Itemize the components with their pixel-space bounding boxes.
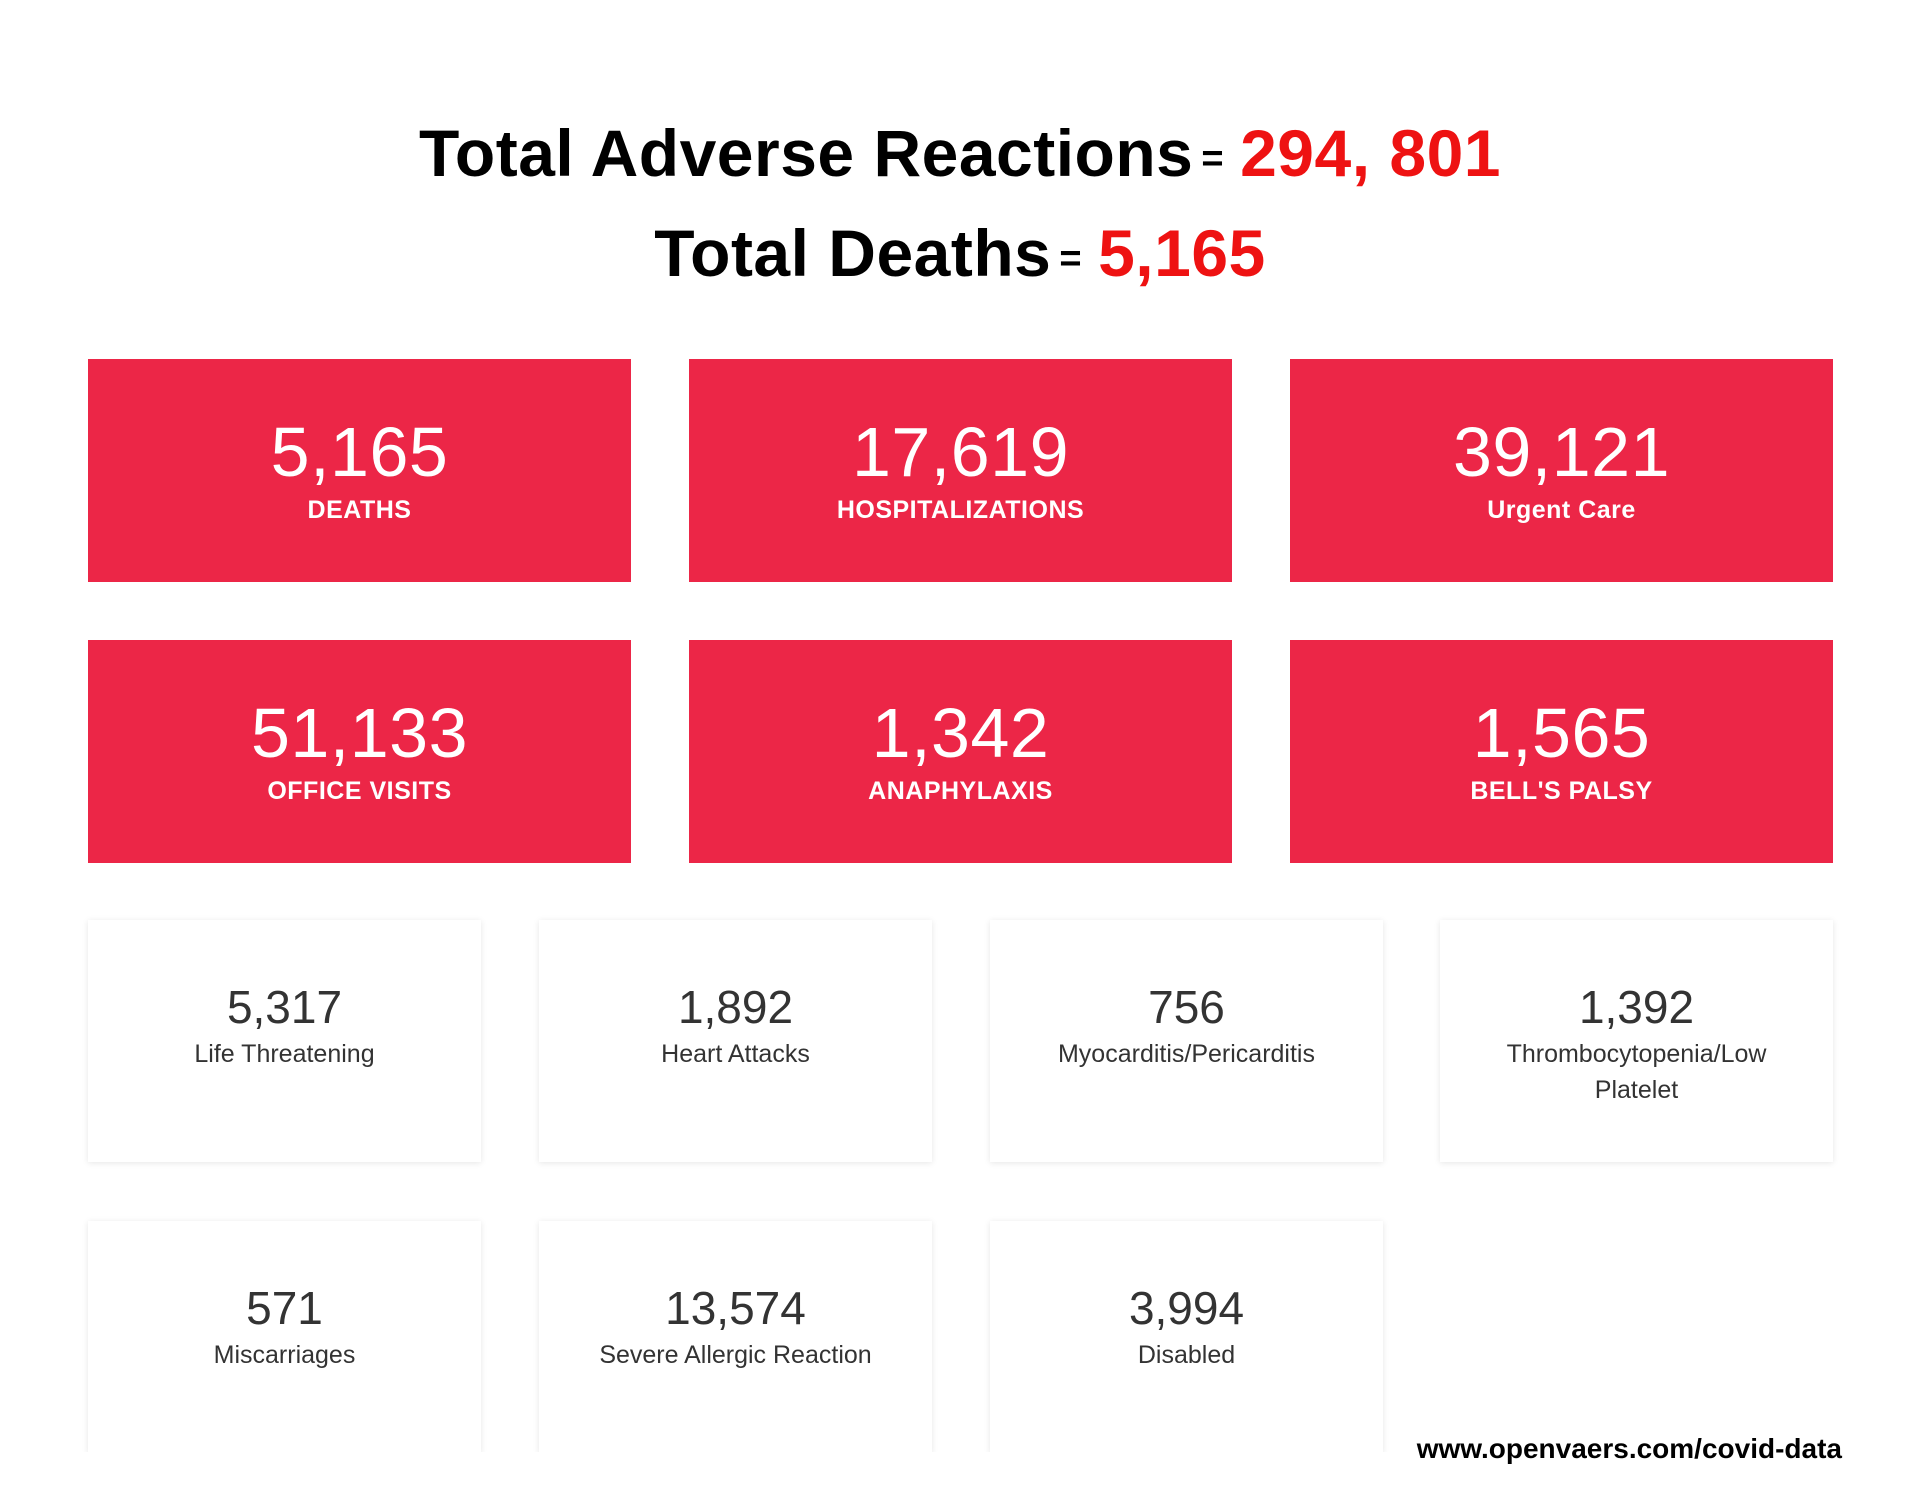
stat-label: Disabled: [1137, 1341, 1236, 1369]
stat-value: 17,619: [851, 413, 1070, 491]
stat-label: DEATHS: [307, 496, 412, 524]
stat-label: OFFICE VISITS: [267, 777, 452, 805]
headline-equals: =: [1201, 137, 1225, 180]
stat-card-hospitalizations: 17,619 HOSPITALIZATIONS: [689, 359, 1232, 582]
source-url: www.openvaers.com/covid-data: [1416, 1433, 1842, 1464]
stat-label: Myocarditis/Pericarditis: [1057, 1040, 1315, 1068]
stat-label: Miscarriages: [213, 1341, 356, 1369]
stat-value: 3,994: [1128, 1282, 1245, 1334]
stat-label: Thrombocytopenia/Low Platelet: [1506, 1040, 1767, 1104]
stat-card-life-threatening: 5,317 Life Threatening: [88, 920, 481, 1162]
headline-value: 294, 801: [1240, 116, 1502, 190]
stat-value: 571: [246, 1282, 323, 1334]
bottom-crop-mask: [0, 1452, 1920, 1500]
stat-label: ANAPHYLAXIS: [868, 777, 1053, 805]
stat-label: HOSPITALIZATIONS: [836, 496, 1085, 524]
stat-label: Life Threatening: [194, 1040, 375, 1068]
stat-label: Urgent Care: [1487, 496, 1636, 524]
stat-value: 1,565: [1472, 694, 1651, 772]
headline-label: Total Deaths: [654, 216, 1052, 290]
stat-card-deaths: 5,165 DEATHS: [88, 359, 631, 582]
stat-value: 5,165: [270, 413, 449, 491]
stat-card-myocarditis: 756 Myocarditis/Pericarditis: [990, 920, 1383, 1162]
total-deaths-headline: Total Deaths = 5,165: [0, 220, 1920, 286]
stat-card-severe-allergic-reaction: 13,574 Severe Allergic Reaction: [539, 1221, 932, 1453]
stat-card-bells-palsy: 1,565 BELL'S PALSY: [1290, 640, 1833, 863]
headline-equals: =: [1059, 237, 1083, 280]
stat-card-urgent-care: 39,121 Urgent Care: [1290, 359, 1833, 582]
stat-label: Severe Allergic Reaction: [599, 1341, 872, 1369]
stat-card-office-visits: 51,133 OFFICE VISITS: [88, 640, 631, 863]
stat-card-miscarriages: 571 Miscarriages: [88, 1221, 481, 1453]
stat-label: Heart Attacks: [661, 1040, 810, 1068]
headline-label: Total Adverse Reactions: [418, 116, 1194, 190]
stat-card-disabled: 3,994 Disabled: [990, 1221, 1383, 1453]
stat-value: 5,317: [226, 981, 343, 1033]
stat-card-thrombocytopenia: 1,392 Thrombocytopenia/Low Platelet: [1440, 920, 1833, 1162]
stat-value: 13,574: [665, 1282, 806, 1334]
stat-value: 39,121: [1452, 413, 1671, 491]
stat-card-anaphylaxis: 1,342 ANAPHYLAXIS: [689, 640, 1232, 863]
stat-label: BELL'S PALSY: [1470, 777, 1653, 805]
stat-value: 51,133: [250, 694, 469, 772]
headline-value: 5,165: [1098, 216, 1266, 290]
total-adverse-reactions-headline: Total Adverse Reactions = 294, 801: [0, 120, 1920, 186]
stat-card-heart-attacks: 1,892 Heart Attacks: [539, 920, 932, 1162]
stat-value: 1,392: [1578, 981, 1695, 1033]
stat-value: 756: [1148, 981, 1225, 1033]
stat-value: 1,342: [871, 694, 1050, 772]
stat-value: 1,892: [677, 981, 794, 1033]
